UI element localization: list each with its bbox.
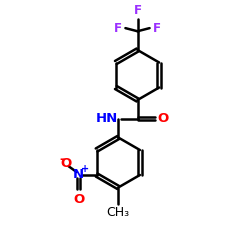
Text: CH₃: CH₃ xyxy=(107,206,130,219)
Text: HN: HN xyxy=(96,112,118,125)
Text: O: O xyxy=(157,112,168,125)
Text: F: F xyxy=(153,22,161,34)
Text: +: + xyxy=(81,164,89,174)
Text: F: F xyxy=(114,22,122,34)
Text: -: - xyxy=(59,153,64,166)
Text: F: F xyxy=(134,4,141,18)
Text: N: N xyxy=(73,168,84,181)
Text: O: O xyxy=(60,157,72,170)
Text: O: O xyxy=(73,193,84,206)
